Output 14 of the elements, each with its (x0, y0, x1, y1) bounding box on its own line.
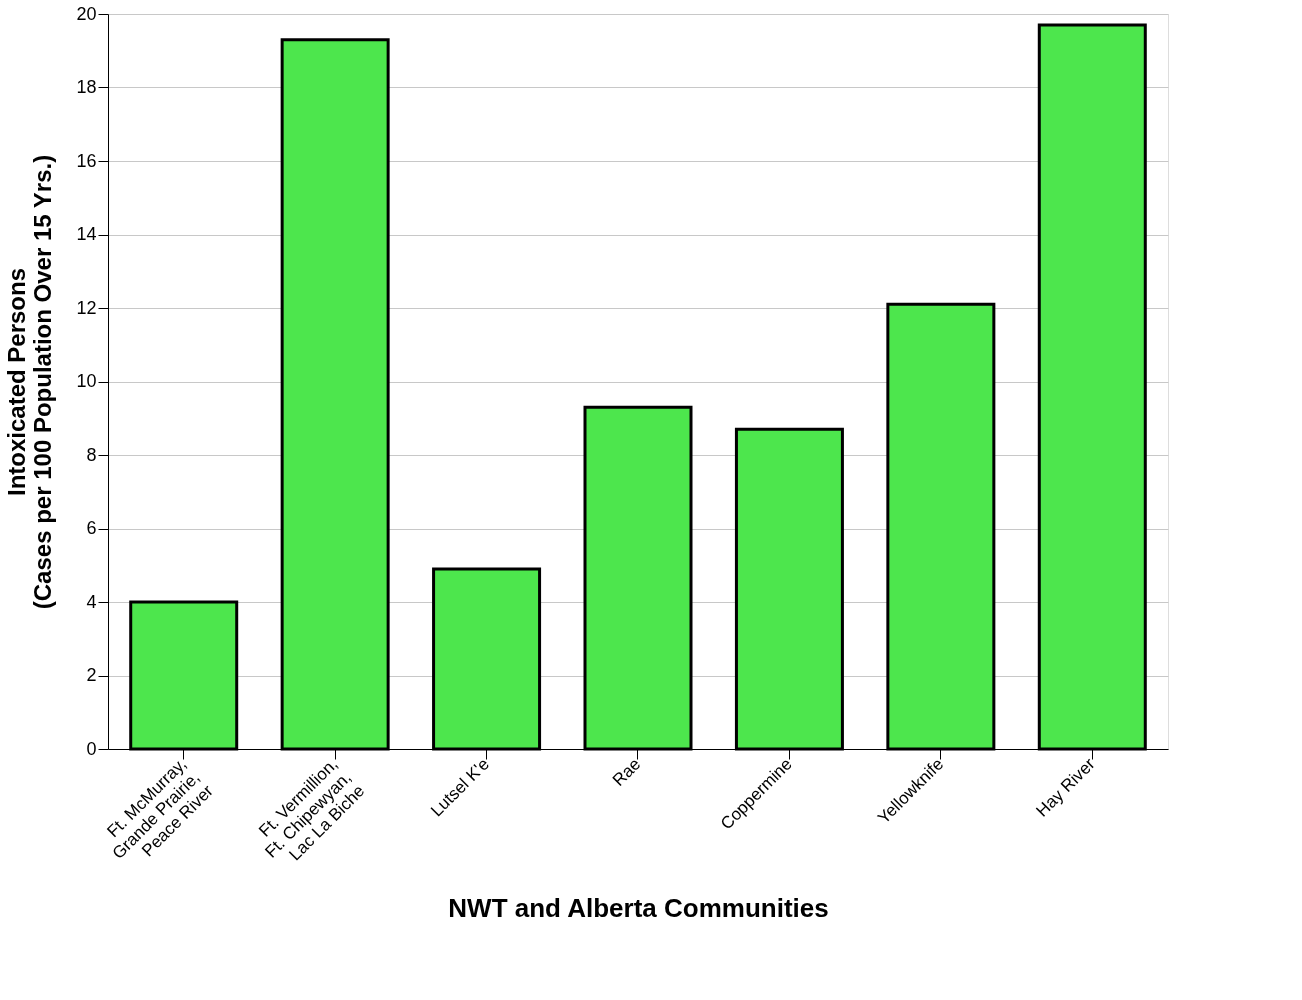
y-axis-title: Intoxicated Persons (Cases per 100 Population Over 15 Yrs.) (3, 154, 57, 610)
y-tick-label: 14 (76, 224, 97, 244)
x-tick-label: Rae (608, 754, 645, 790)
y-tick-label: 2 (86, 665, 97, 685)
y-tick-label: 16 (76, 150, 97, 171)
y-tick-label: 20 (76, 3, 97, 24)
y-tick-label: 8 (86, 444, 97, 465)
y-tick-label: 12 (76, 297, 97, 318)
x-axis-title: NWT and Alberta Communities (448, 892, 829, 923)
y-tick-label: 4 (86, 591, 97, 612)
y-tick-label: 10 (76, 371, 97, 391)
y-tick-label: 0 (86, 738, 97, 759)
y-tick-label: 6 (86, 518, 97, 538)
y-tick-label: 18 (76, 77, 97, 97)
